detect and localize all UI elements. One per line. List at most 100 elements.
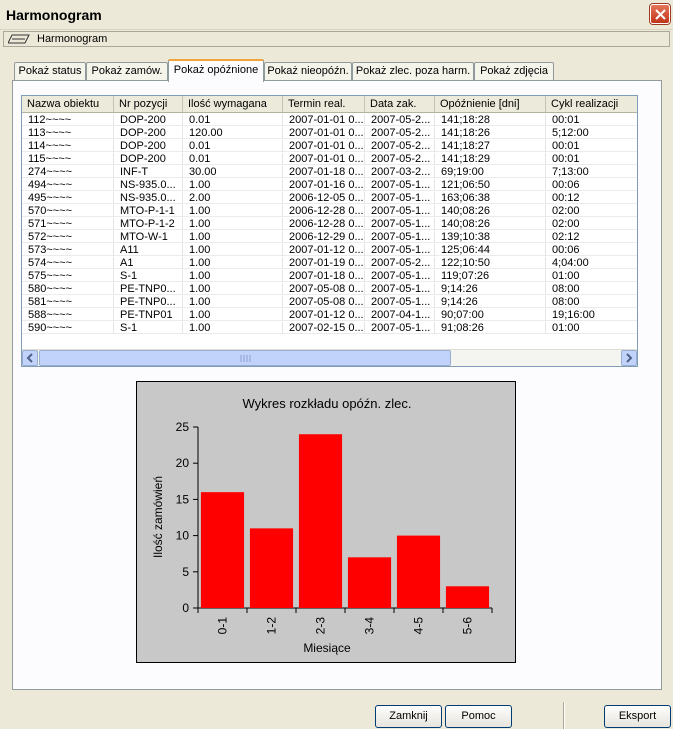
table-row[interactable]: 495~~~~ NS-935.0... 2.00 2006-12-05 0... 200… [22,192,637,204]
column-header-completion-date[interactable]: Data zak. [365,96,435,112]
column-header-delay-days[interactable]: Opóźnienie [dni] [435,96,546,112]
table-row[interactable]: 494~~~~ NS-935.0... 1.00 2007-01-16 0... 200… [22,179,637,191]
table-row[interactable]: 113~~~~ DOP-200 120.00 2007-01-01 0... 2007-… [22,127,637,139]
cell-due-date: 2007-01-18 0... [283,166,365,178]
cell-cycle-time: 01:00 [546,322,637,334]
cell-completion-date: 2007-05-1... [365,296,435,308]
cell-delay-days: 140;08:26 [435,205,546,217]
tab-show-delayed[interactable]: Pokaż opóźnione [168,59,264,82]
table-row[interactable]: 590~~~~ S-1 1.00 2007-02-15 0... 2007-05-1..… [22,322,637,334]
delay-distribution-chart: Wykres rozkładu opóźn. zlec. Miesiące Il… [136,381,516,663]
cell-cycle-time: 02:00 [546,205,637,217]
y-tick-label: 5 [182,565,189,579]
column-header-required-qty[interactable]: Ilość wymagana [183,96,283,112]
table-row[interactable]: 581~~~~ PE-TNP0... 1.00 2007-05-08 0... 2007… [22,296,637,308]
cell-required-qty: 30.00 [183,166,283,178]
cell-object-name: 274~~~~ [22,166,114,178]
cell-due-date: 2007-01-19 0... [283,257,365,269]
table-row[interactable]: 274~~~~ INF-T 30.00 2007-01-18 0... 2007-03-… [22,166,637,178]
cell-required-qty: 0.01 [183,153,283,165]
y-tick-label: 15 [176,492,190,506]
title-bar: Harmonogram [0,0,673,30]
bar-3-4 [347,557,392,608]
cell-object-name: 590~~~~ [22,322,114,334]
column-header-item-number[interactable]: Nr pozycji [114,96,183,112]
cell-required-qty: 1.00 [183,205,283,217]
cell-object-name: 572~~~~ [22,231,114,243]
close-window-button[interactable] [650,4,670,24]
cell-object-name: 580~~~~ [22,283,114,295]
cell-item-number: PE-TNP01 [114,309,183,321]
cell-completion-date: 2007-05-1... [365,244,435,256]
cell-due-date: 2007-01-12 0... [283,309,365,321]
cell-object-name: 581~~~~ [22,296,114,308]
table-row[interactable]: 115~~~~ DOP-200 0.01 2007-01-01 0... 2007-05… [22,153,637,165]
cell-object-name: 112~~~~ [22,114,114,126]
table-row[interactable]: 112~~~~ DOP-200 0.01 2007-01-01 0... 2007-05… [22,114,637,126]
cell-object-name: 575~~~~ [22,270,114,282]
cell-cycle-time: 02:12 [546,231,637,243]
table-row[interactable]: 570~~~~ MTO-P-1-1 1.00 2006-12-28 0... 2007-… [22,205,637,217]
x-tick-label: 3-4 [363,617,377,635]
cell-due-date: 2007-05-08 0... [283,283,365,295]
horizontal-scroll-thumb[interactable] [39,350,451,366]
table-row[interactable]: 572~~~~ MTO-W-1 1.00 2006-12-29 0... 2007-05… [22,231,637,243]
cell-due-date: 2006-12-28 0... [283,218,365,230]
cell-object-name: 115~~~~ [22,153,114,165]
tab-show-orders-outside-schedule[interactable]: Pokaż zlec. poza harm. [352,62,474,81]
chart-title: Wykres rozkładu opóźn. zlec. [243,396,412,411]
tab-show-status[interactable]: Pokaż status [14,62,86,81]
cell-object-name: 571~~~~ [22,218,114,230]
table-row[interactable]: 575~~~~ S-1 1.00 2007-01-18 0... 2007-05-1..… [22,270,637,282]
cell-item-number: NS-935.0... [114,192,183,204]
cell-cycle-time: 00:12 [546,192,637,204]
scroll-left-button[interactable] [22,350,38,366]
cell-object-name: 574~~~~ [22,257,114,269]
table-row[interactable]: 571~~~~ MTO-P-1-2 1.00 2006-12-28 0... 2007-… [22,218,637,230]
chevron-right-icon [626,353,633,363]
horizontal-scrollbar[interactable] [22,349,637,366]
cell-object-name: 494~~~~ [22,179,114,191]
scroll-right-button[interactable] [621,350,637,366]
export-button[interactable]: Eksport [604,705,671,728]
cell-delay-days: 140;08:26 [435,218,546,230]
cell-completion-date: 2007-05-1... [365,322,435,334]
cell-cycle-time: 00:01 [546,114,637,126]
table-row[interactable]: 573~~~~ A11 1.00 2007-01-12 0... 2007-05-1..… [22,244,637,256]
bar-2-3 [298,434,343,608]
cell-completion-date: 2007-05-2... [365,140,435,152]
cell-object-name: 114~~~~ [22,140,114,152]
tab-show-photos[interactable]: Pokaż zdjęcia [474,62,554,81]
cell-completion-date: 2007-05-2... [365,127,435,139]
table-row[interactable]: 580~~~~ PE-TNP0... 1.00 2007-05-08 0... 2007… [22,283,637,295]
tab-show-orders[interactable]: Pokaż zamów. [86,62,168,81]
cell-item-number: MTO-W-1 [114,231,183,243]
tab-show-not-delayed[interactable]: Pokaż nieopóźn. [264,62,352,81]
grip-icon [240,355,251,362]
cell-cycle-time: 4;04:00 [546,257,637,269]
cell-due-date: 2007-01-01 0... [283,127,365,139]
help-button[interactable]: Pomoc [445,705,512,728]
cell-due-date: 2006-12-05 0... [283,192,365,204]
document-tab-label[interactable]: Harmonogram [37,33,108,45]
cell-required-qty: 1.00 [183,296,283,308]
column-header-object-name[interactable]: Nazwa obiektu [22,96,114,112]
cell-item-number: A1 [114,257,183,269]
cell-delay-days: 141;18:29 [435,153,546,165]
table-row[interactable]: 114~~~~ DOP-200 0.01 2007-01-01 0... 2007-05… [22,140,637,152]
table-row[interactable]: 588~~~~ PE-TNP01 1.00 2007-01-12 0... 2007-0… [22,309,637,321]
x-tick-label: 1-2 [265,617,279,635]
cell-delay-days: 69;19:00 [435,166,546,178]
cell-cycle-time: 00:01 [546,153,637,165]
y-tick-label: 20 [176,456,190,470]
column-header-cycle-time[interactable]: Cykl realizacji [546,96,637,112]
column-header-due-date[interactable]: Termin real. [283,96,365,112]
delayed-orders-table[interactable]: Nazwa obiektu Nr pozycji Ilość wymagana … [21,95,638,367]
cell-required-qty: 1.00 [183,257,283,269]
x-tick-label: 2-3 [314,617,328,635]
table-row[interactable]: 574~~~~ A1 1.00 2007-01-19 0... 2007-05-2...… [22,257,637,269]
chart-canvas: Wykres rozkładu opóźn. zlec. Miesiące Il… [151,396,493,655]
cell-item-number: INF-T [114,166,183,178]
close-button[interactable]: Zamknij [375,705,442,728]
cell-due-date: 2006-12-29 0... [283,231,365,243]
